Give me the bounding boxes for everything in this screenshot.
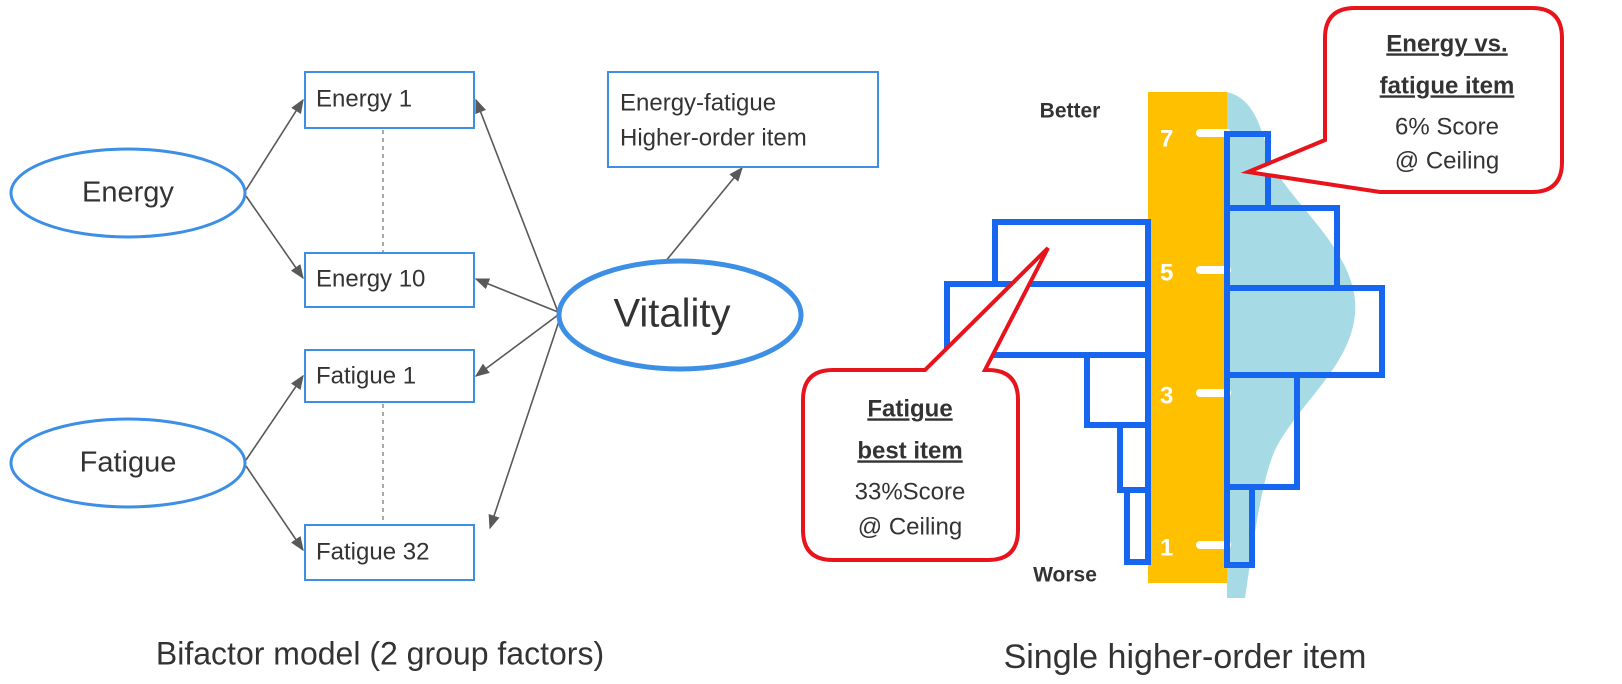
callout-text: 33%Score bbox=[855, 478, 966, 505]
hist-bar bbox=[1224, 285, 1385, 378]
item-box bbox=[304, 524, 475, 581]
hist-bar bbox=[1117, 422, 1151, 493]
scale-label: 1 bbox=[1160, 534, 1173, 561]
hist-bar bbox=[1224, 484, 1255, 568]
factor-ellipse bbox=[9, 417, 247, 509]
arrow bbox=[664, 166, 743, 263]
general-factor-ellipse bbox=[556, 258, 804, 372]
callout-text: @ Ceiling bbox=[858, 513, 962, 540]
general-factor-label: Vitality bbox=[613, 292, 730, 336]
factor-ellipse bbox=[9, 147, 247, 239]
callout-title: fatigue item bbox=[1380, 72, 1515, 99]
item-label: Energy-fatigue bbox=[620, 89, 776, 116]
callout bbox=[801, 246, 1050, 562]
callout-text: @ Ceiling bbox=[1395, 147, 1499, 174]
scale-label: 5 bbox=[1160, 259, 1173, 286]
arrow bbox=[474, 314, 559, 377]
item-box bbox=[304, 71, 475, 129]
arrow bbox=[245, 195, 304, 280]
arrow bbox=[475, 98, 559, 313]
arrow bbox=[488, 317, 561, 530]
caption: Single higher-order item bbox=[1004, 638, 1367, 676]
callout-text: 6% Score bbox=[1395, 113, 1499, 140]
arrow bbox=[245, 374, 304, 461]
hist-bar bbox=[1124, 487, 1151, 565]
hist-bar bbox=[1224, 372, 1300, 490]
scale-label: 7 bbox=[1160, 125, 1173, 152]
item-label: Fatigue 32 bbox=[316, 538, 429, 565]
scale-end-label: Worse bbox=[1033, 564, 1097, 587]
density-area bbox=[1227, 92, 1356, 598]
item-box bbox=[304, 252, 475, 308]
arrow bbox=[245, 465, 304, 552]
callout bbox=[1240, 6, 1564, 194]
callout-title: best item bbox=[857, 437, 962, 464]
hist-bar bbox=[1084, 352, 1151, 428]
item-label: Energy 10 bbox=[316, 265, 425, 292]
factor-label: Energy bbox=[82, 177, 174, 209]
item-box bbox=[607, 71, 879, 168]
arrow bbox=[474, 278, 559, 313]
hist-bar bbox=[944, 281, 1151, 358]
caption: Bifactor model (2 group factors) bbox=[156, 635, 604, 671]
item-label: Energy 1 bbox=[316, 85, 412, 112]
scale-bar bbox=[1148, 92, 1227, 583]
callout-title: Energy vs. bbox=[1386, 30, 1507, 57]
factor-label: Fatigue bbox=[80, 447, 177, 479]
scale-label: 3 bbox=[1160, 382, 1173, 409]
bifactor-model: Energy Fatigue Energy 1 Energy 10 Fatigu… bbox=[9, 71, 879, 671]
higher-order-item: 7 5 3 1 Better Worse Energy vs. fatigue … bbox=[801, 6, 1564, 676]
scale-end-label: Better bbox=[1040, 100, 1101, 123]
item-box bbox=[304, 349, 475, 403]
callout-title: Fatigue bbox=[867, 395, 952, 422]
arrow bbox=[245, 98, 304, 191]
item-label: Higher-order item bbox=[620, 124, 807, 151]
hist-bar bbox=[992, 219, 1151, 287]
item-label: Fatigue 1 bbox=[316, 362, 416, 389]
